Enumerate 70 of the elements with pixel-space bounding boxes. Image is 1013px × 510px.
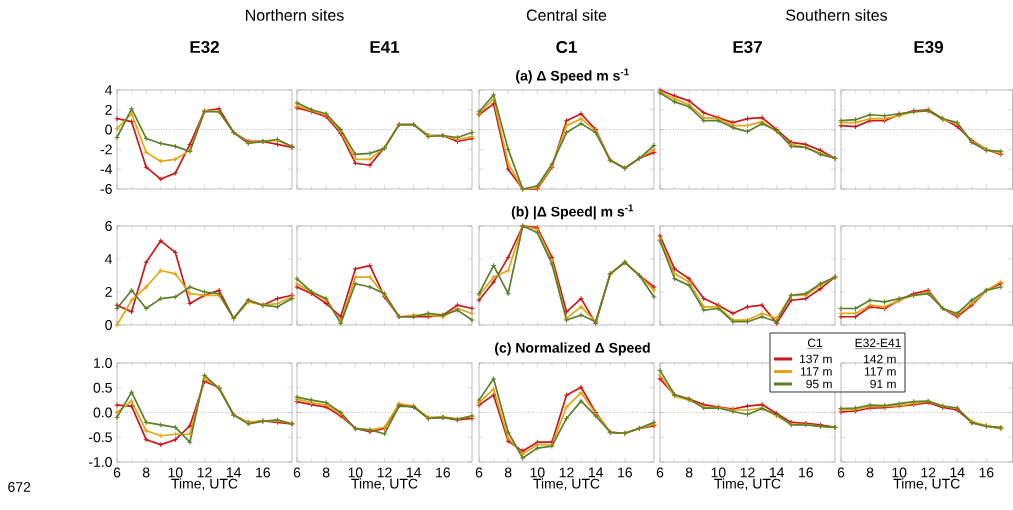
x-tick-label: 14: [769, 467, 785, 478]
x-tick-label: 10: [530, 467, 545, 478]
chart-title: E32: [190, 40, 219, 54]
x-tick-label: 12: [559, 467, 574, 478]
chart-subtitle: (c) Normalized Δ Speed: [495, 342, 650, 356]
legend-label: 137 m: [800, 354, 832, 364]
x-tick-label: 12: [740, 467, 755, 478]
x-tick-label: 12: [197, 467, 212, 478]
text: Northern sites: [246, 9, 344, 21]
y-tick-label: 4: [105, 254, 113, 264]
x-tick-label: 16: [436, 467, 450, 478]
legend-title: C1: [807, 338, 823, 348]
chart-title: E41: [370, 41, 400, 53]
chart-title: C1: [556, 40, 577, 54]
y-tick-label: 1.0: [94, 358, 112, 368]
y-tick-label: 4: [105, 85, 113, 95]
x-tick-label: 6: [293, 467, 301, 478]
x-tick-label: 8: [142, 467, 150, 478]
y-tick-label: -0.5: [88, 432, 112, 443]
x-tick-label: 6: [656, 467, 664, 478]
x-tick-label: 12: [377, 467, 392, 478]
x-tick-label: 16: [256, 467, 270, 478]
x-axis-title: Time, UTC: [351, 478, 418, 491]
annotation: 91 m: [870, 379, 896, 389]
x-tick-label: 14: [588, 467, 604, 478]
text: Southern sites: [786, 9, 888, 21]
x-tick-label: 6: [113, 467, 121, 478]
x-axis-title: Time, UTC: [533, 478, 600, 491]
text: 672: [8, 482, 31, 492]
x-tick-label: 16: [618, 467, 632, 478]
annotation: 117 m: [864, 367, 896, 376]
x-axis-title: Time, UTC: [893, 478, 960, 491]
y-tick-label: -1.0: [88, 457, 112, 467]
x-tick-label: 14: [406, 467, 422, 478]
x-tick-label: 14: [226, 467, 242, 478]
x-tick-label: 8: [685, 467, 693, 478]
x-axis-title: Time, UTC: [171, 478, 238, 491]
x-tick-label: 10: [711, 467, 726, 478]
x-axis-title: Time, UTC: [714, 478, 781, 491]
y-tick-label: 2: [105, 287, 112, 297]
y-tick-label: -4: [100, 164, 113, 174]
x-tick-label: 8: [866, 467, 874, 478]
x-tick-label: 10: [168, 467, 183, 478]
y-tick-label: 2: [105, 104, 112, 115]
x-tick-label: 10: [892, 467, 907, 478]
legend-label: 95 m: [806, 379, 832, 389]
y-tick-label: -2: [100, 144, 112, 155]
y-tick-label: -6: [100, 184, 112, 194]
x-tick-label: 8: [322, 467, 330, 478]
x-tick-label: 6: [475, 467, 483, 478]
x-tick-label: 8: [504, 467, 512, 478]
chart-subtitle: (b) |Δ Speed| m s$^{-1}$: [511, 204, 634, 220]
x-tick-label: 12: [921, 467, 936, 478]
y-tick-label: 6: [105, 221, 112, 231]
legend-label: 117 m: [800, 367, 832, 376]
text: Central site: [526, 9, 607, 21]
chart-title: E37: [733, 40, 762, 54]
chart-title: E39: [914, 40, 943, 54]
annotation: 142 m: [864, 354, 896, 364]
x-tick-label: 10: [348, 467, 363, 478]
chart-subtitle: (a) Δ Speed m s$^{-1}$: [516, 68, 629, 84]
y-tick-label: 0.0: [93, 407, 112, 418]
x-tick-label: 6: [837, 467, 845, 478]
y-tick-label: 0.5: [93, 382, 112, 393]
y-tick-label: 0: [105, 320, 112, 330]
y-tick-label: 0: [105, 124, 112, 135]
x-tick-label: 14: [950, 467, 965, 478]
x-tick-label: 16: [799, 467, 813, 478]
text: E32-E41: [855, 338, 901, 348]
x-tick-label: 16: [979, 467, 994, 478]
